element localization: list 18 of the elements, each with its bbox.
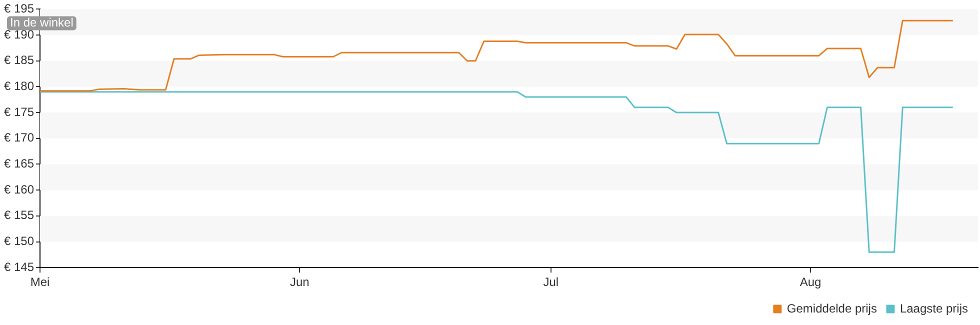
y-tick-label: € 160: [4, 182, 34, 196]
x-tick-label: Jul: [543, 275, 559, 290]
legend-label: Gemiddelde prijs: [786, 301, 877, 316]
y-tick-label: € 165: [4, 156, 34, 171]
y-tick-label: € 175: [4, 104, 34, 119]
y-tick-label: € 195: [4, 2, 34, 16]
y-tick-label: € 150: [4, 234, 34, 248]
x-tick-label: Mei: [30, 275, 50, 290]
x-tick-label: Jun: [290, 275, 310, 290]
y-tick-label: € 145: [4, 260, 34, 274]
annotation: In de winkel: [10, 16, 74, 30]
y-tick-label: € 155: [4, 208, 34, 222]
legend-label: Laagste prijs: [900, 301, 968, 316]
y-tick-label: € 185: [4, 53, 34, 68]
y-tick-label: € 170: [4, 130, 34, 145]
x-tick-label: Aug: [800, 275, 822, 290]
y-tick-label: € 180: [4, 79, 34, 94]
y-tick-label: € 190: [4, 27, 34, 42]
